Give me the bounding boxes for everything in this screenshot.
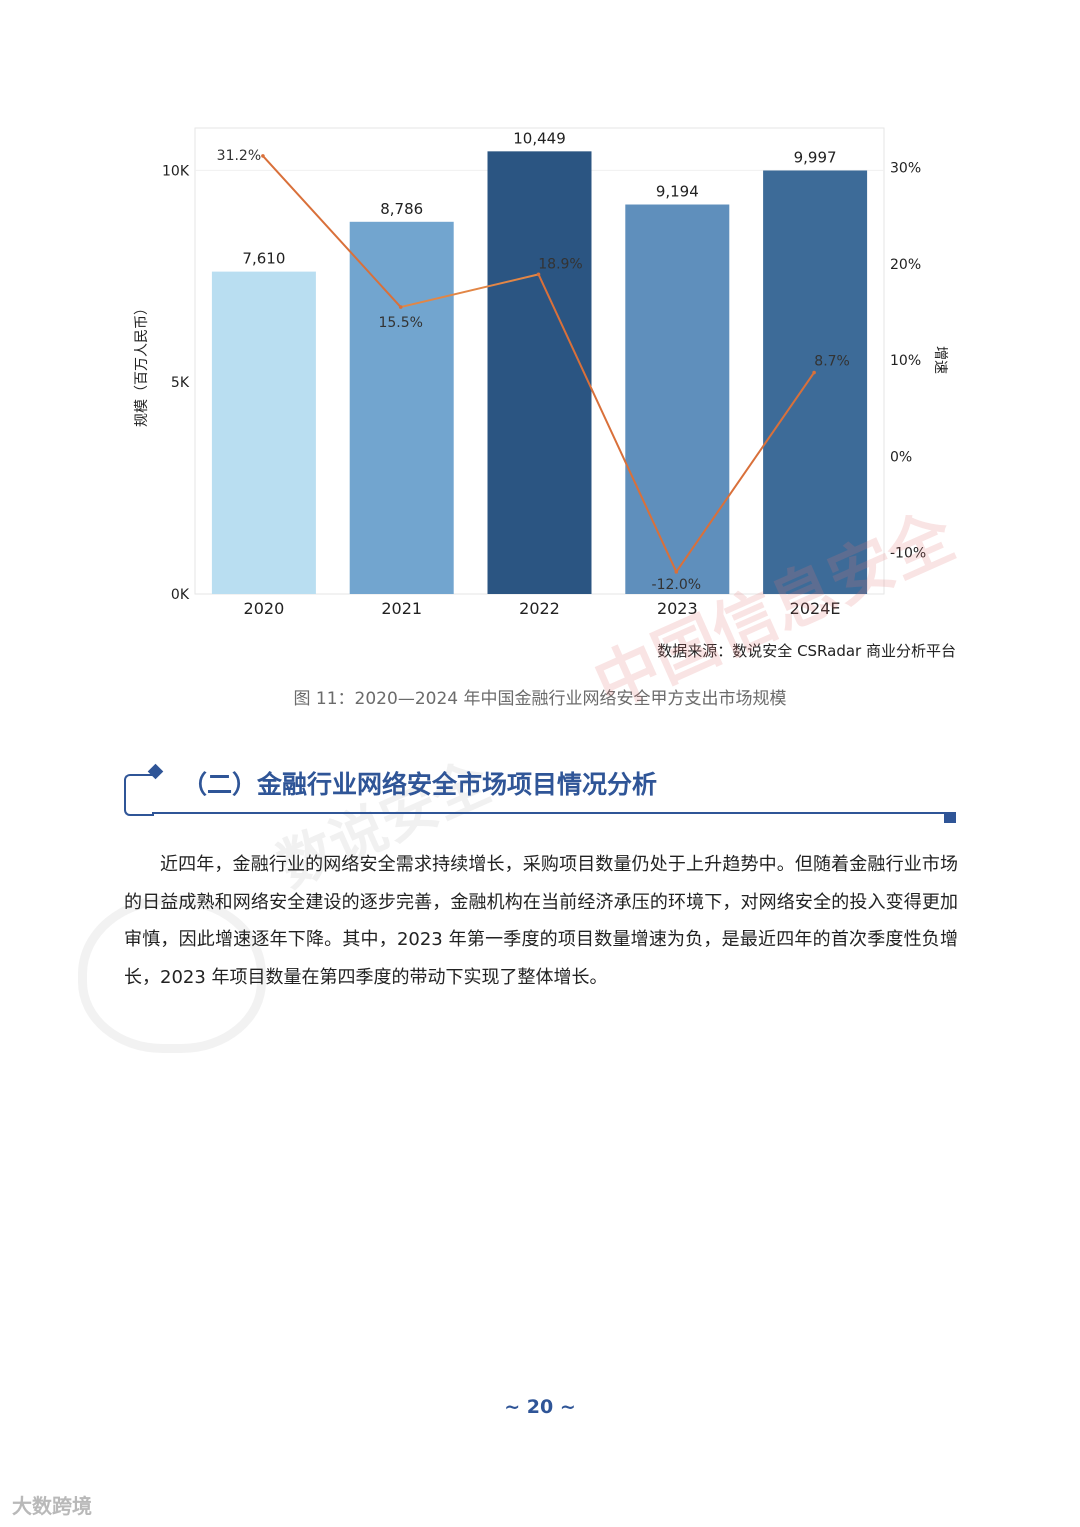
bar-2021 bbox=[349, 221, 454, 594]
bar-value-label: 9,194 bbox=[656, 183, 699, 201]
page-number: ~ 20 ~ bbox=[504, 1396, 576, 1418]
bar-2022 bbox=[487, 151, 592, 595]
square-marker-icon bbox=[944, 812, 956, 823]
growth-line-segment bbox=[675, 371, 815, 573]
growth-point bbox=[812, 370, 816, 375]
heading-bracket bbox=[124, 774, 154, 816]
growth-point bbox=[261, 154, 265, 158]
growth-value-label: 18.9% bbox=[538, 256, 582, 272]
growth-value-label: 31.2% bbox=[217, 148, 261, 164]
y2-tick-label: 10% bbox=[890, 353, 921, 369]
y2-axis-title: 增速 bbox=[932, 346, 948, 374]
section-title: （二）金融行业网络安全市场项目情况分析 bbox=[182, 770, 658, 799]
growth-value-label: 15.5% bbox=[378, 315, 422, 331]
growth-point bbox=[398, 305, 403, 309]
y-tick-label: 5K bbox=[171, 375, 190, 391]
market-size-chart: 7,610 8,786 10,449 9,194 9,997 31.2% 15.5% 18.9… bbox=[134, 127, 948, 618]
bar-value-label: 8,786 bbox=[380, 200, 423, 218]
y-axis-title: 规模（百万人民币） bbox=[134, 301, 150, 427]
y2-tick-label: 20% bbox=[890, 257, 921, 273]
y2-tick-label: -10% bbox=[890, 546, 926, 562]
bar-value-label: 10,449 bbox=[513, 129, 566, 147]
growth-value-label: 8.7% bbox=[814, 354, 850, 370]
bar-2024E bbox=[763, 170, 868, 594]
y2-tick-label: 30% bbox=[890, 160, 921, 176]
growth-point bbox=[536, 272, 541, 277]
x-tick-label: 2020 bbox=[244, 599, 285, 618]
bar-value-label: 9,997 bbox=[794, 148, 837, 166]
bar-2023 bbox=[625, 204, 730, 594]
x-tick-label: 2024E bbox=[790, 599, 841, 618]
y-tick-label: 0K bbox=[171, 587, 190, 603]
growth-point bbox=[674, 570, 679, 574]
x-tick-label: 2022 bbox=[519, 599, 560, 618]
y-tick-label: 10K bbox=[162, 163, 190, 179]
x-tick-label: 2021 bbox=[381, 599, 422, 618]
growth-value-label: -12.0% bbox=[652, 577, 702, 593]
chart-source: 数据来源：数说安全 CSRadar 商业分析平台 bbox=[657, 642, 956, 660]
owl-watermark-icon bbox=[78, 895, 266, 1053]
section-heading: （二）金融行业网络安全市场项目情况分析 bbox=[124, 762, 956, 823]
growth-line-segment bbox=[262, 155, 402, 308]
growth-line-segment bbox=[400, 273, 539, 309]
bar-value-label: 7,610 bbox=[242, 250, 285, 268]
bar-2020 bbox=[211, 271, 316, 594]
heading-underline bbox=[152, 812, 956, 814]
x-tick-label: 2023 bbox=[657, 599, 698, 618]
corner-watermark: 大数跨境 bbox=[12, 1494, 92, 1518]
y2-tick-label: 0% bbox=[890, 449, 912, 465]
figure-caption: 图 11：2020—2024 年中国金融行业网络安全甲方支出市场规模 bbox=[293, 689, 787, 709]
body-paragraph: 近四年，金融行业的网络安全需求持续增长，采购项目数量仍处于上升趋势中。但随着金融… bbox=[124, 854, 958, 988]
growth-line-segment bbox=[537, 273, 678, 573]
